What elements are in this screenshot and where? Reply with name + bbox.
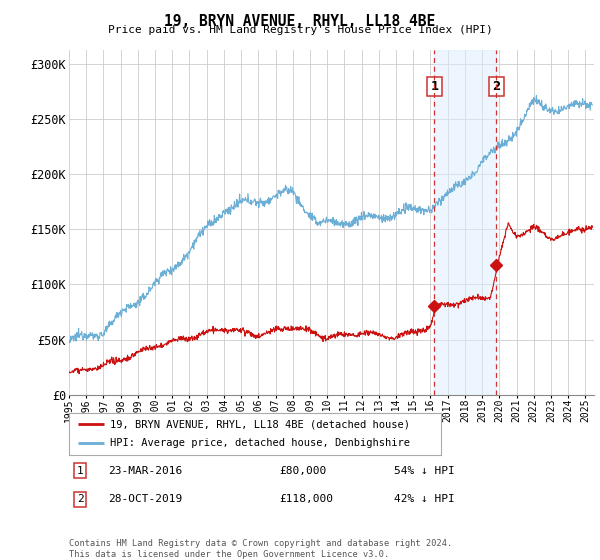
Text: 19, BRYN AVENUE, RHYL, LL18 4BE: 19, BRYN AVENUE, RHYL, LL18 4BE [164, 14, 436, 29]
Text: 23-MAR-2016: 23-MAR-2016 [109, 466, 182, 475]
Text: 19, BRYN AVENUE, RHYL, LL18 4BE (detached house): 19, BRYN AVENUE, RHYL, LL18 4BE (detache… [110, 419, 410, 429]
Text: 54% ↓ HPI: 54% ↓ HPI [395, 466, 455, 475]
Text: 1: 1 [430, 80, 439, 93]
Text: Price paid vs. HM Land Registry's House Price Index (HPI): Price paid vs. HM Land Registry's House … [107, 25, 493, 35]
Text: HPI: Average price, detached house, Denbighshire: HPI: Average price, detached house, Denb… [110, 438, 410, 449]
Text: £118,000: £118,000 [279, 494, 333, 504]
Text: 2: 2 [493, 80, 500, 93]
Text: 28-OCT-2019: 28-OCT-2019 [109, 494, 182, 504]
Text: 2: 2 [77, 494, 83, 504]
Bar [434, 50, 496, 395]
Text: £80,000: £80,000 [279, 466, 326, 475]
Text: 1: 1 [77, 466, 83, 475]
Text: Contains HM Land Registry data © Crown copyright and database right 2024.
This d: Contains HM Land Registry data © Crown c… [69, 539, 452, 559]
Text: 42% ↓ HPI: 42% ↓ HPI [395, 494, 455, 504]
